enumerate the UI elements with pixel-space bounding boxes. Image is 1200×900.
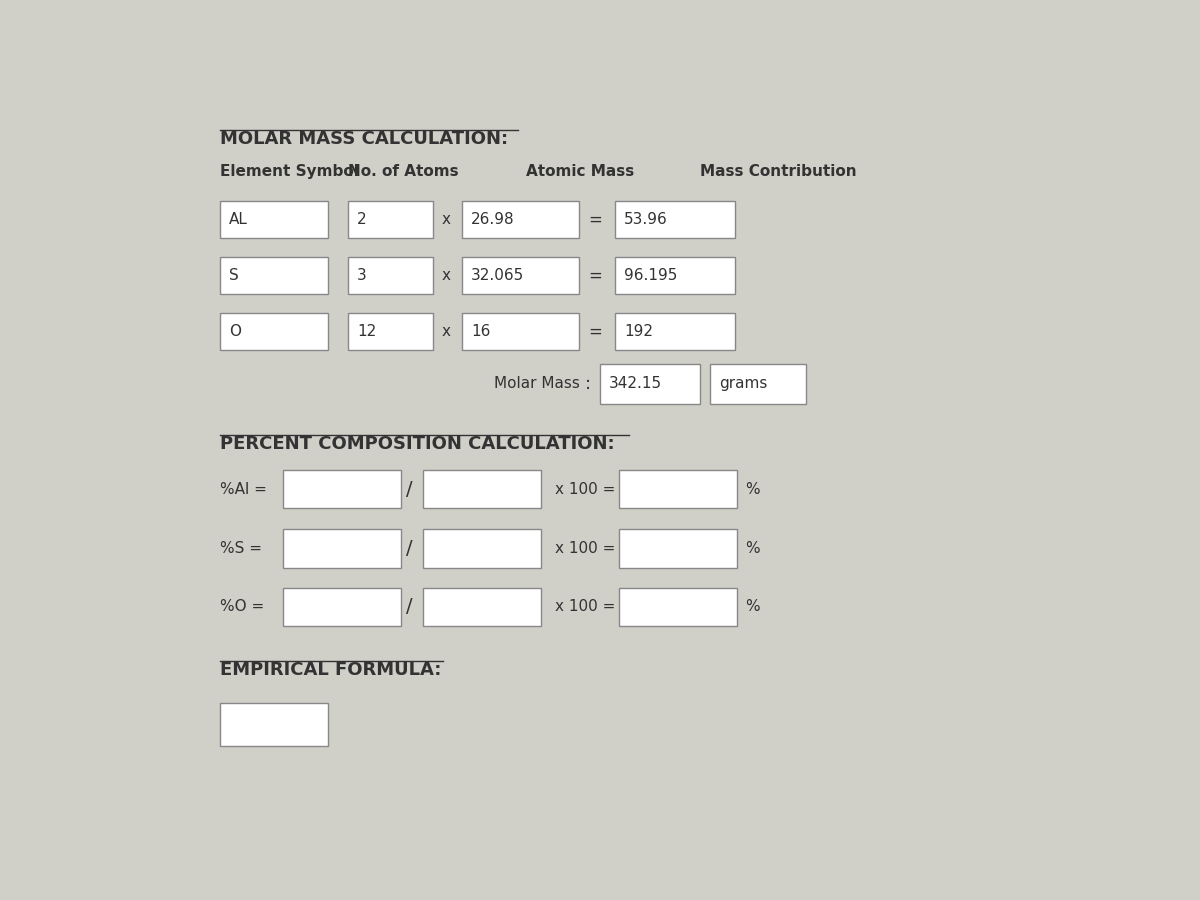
Text: %: % <box>745 541 760 556</box>
Text: EMPIRICAL FORMULA:: EMPIRICAL FORMULA: <box>220 661 442 679</box>
Text: 53.96: 53.96 <box>624 212 668 227</box>
FancyBboxPatch shape <box>462 202 580 238</box>
Text: 12: 12 <box>356 324 376 338</box>
Text: S: S <box>229 268 239 284</box>
Text: No. of Atoms: No. of Atoms <box>348 164 458 178</box>
Text: %: % <box>745 599 760 615</box>
FancyBboxPatch shape <box>600 364 701 404</box>
FancyBboxPatch shape <box>616 202 736 238</box>
FancyBboxPatch shape <box>619 470 737 508</box>
FancyBboxPatch shape <box>283 470 401 508</box>
Text: 2: 2 <box>356 212 366 227</box>
Text: AL: AL <box>229 212 248 227</box>
Text: 342.15: 342.15 <box>608 376 662 392</box>
Text: Atomic Mass: Atomic Mass <box>526 164 634 178</box>
Text: :: : <box>584 374 590 392</box>
FancyBboxPatch shape <box>220 313 329 350</box>
FancyBboxPatch shape <box>619 588 737 626</box>
Text: %S =: %S = <box>220 541 262 556</box>
Text: =: = <box>589 267 602 285</box>
Text: 3: 3 <box>356 268 367 284</box>
FancyBboxPatch shape <box>616 257 736 294</box>
FancyBboxPatch shape <box>422 588 541 626</box>
FancyBboxPatch shape <box>616 313 736 350</box>
Text: Molar Mass: Molar Mass <box>494 376 580 392</box>
FancyBboxPatch shape <box>422 470 541 508</box>
Text: x 100 =: x 100 = <box>556 599 616 615</box>
Text: Element Symbol: Element Symbol <box>220 164 359 178</box>
FancyBboxPatch shape <box>348 257 433 294</box>
Text: /: / <box>407 539 413 558</box>
Text: MOLAR MASS CALCULATION:: MOLAR MASS CALCULATION: <box>220 130 508 148</box>
Text: grams: grams <box>719 376 767 392</box>
FancyBboxPatch shape <box>220 202 329 238</box>
FancyBboxPatch shape <box>462 257 580 294</box>
Text: %O =: %O = <box>220 599 264 615</box>
Text: O: O <box>229 324 241 338</box>
FancyBboxPatch shape <box>220 703 329 745</box>
Text: 32.065: 32.065 <box>470 268 524 284</box>
Text: 26.98: 26.98 <box>470 212 515 227</box>
FancyBboxPatch shape <box>220 257 329 294</box>
FancyBboxPatch shape <box>348 313 433 350</box>
Text: /: / <box>407 480 413 499</box>
Text: x: x <box>442 212 450 227</box>
Text: =: = <box>589 211 602 229</box>
Text: 16: 16 <box>470 324 491 338</box>
Text: 96.195: 96.195 <box>624 268 678 284</box>
Text: x: x <box>442 324 450 338</box>
Text: %Al =: %Al = <box>220 482 266 497</box>
FancyBboxPatch shape <box>709 364 806 404</box>
Text: Mass Contribution: Mass Contribution <box>701 164 857 178</box>
Text: =: = <box>589 322 602 340</box>
FancyBboxPatch shape <box>462 313 580 350</box>
Text: PERCENT COMPOSITION CALCULATION:: PERCENT COMPOSITION CALCULATION: <box>220 436 614 454</box>
Text: 192: 192 <box>624 324 653 338</box>
FancyBboxPatch shape <box>283 529 401 568</box>
FancyBboxPatch shape <box>283 588 401 626</box>
Text: x 100 =: x 100 = <box>556 541 616 556</box>
FancyBboxPatch shape <box>619 529 737 568</box>
Text: %: % <box>745 482 760 497</box>
Text: /: / <box>407 598 413 616</box>
Text: x 100 =: x 100 = <box>556 482 616 497</box>
FancyBboxPatch shape <box>422 529 541 568</box>
Text: x: x <box>442 268 450 284</box>
FancyBboxPatch shape <box>348 202 433 238</box>
